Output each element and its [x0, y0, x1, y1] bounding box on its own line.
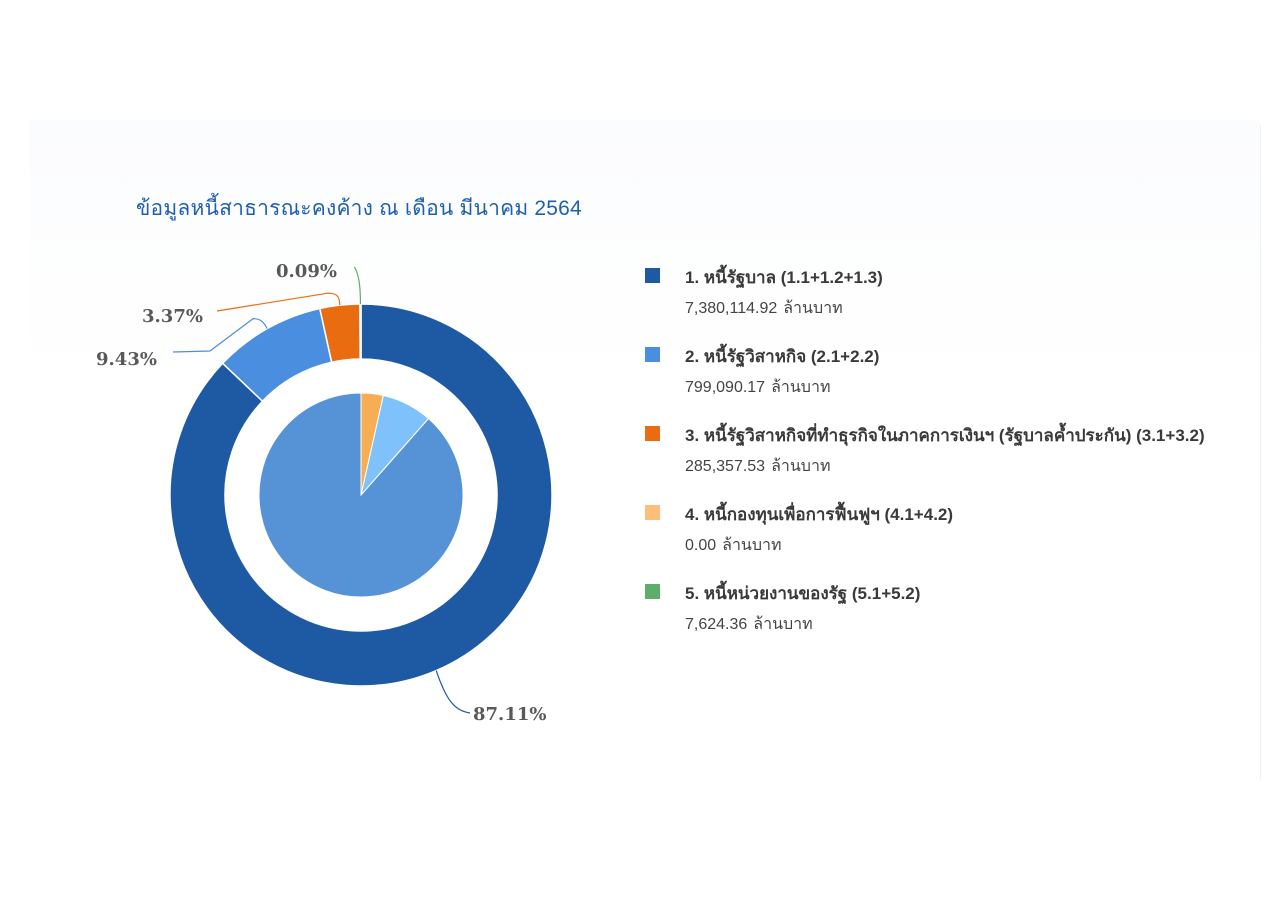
chart-card-background — [30, 120, 1260, 780]
legend-item[interactable]: 5. หนี้หน่วยงานของรัฐ (5.1+5.2) 7,624.36… — [643, 578, 1263, 657]
outer-ring-slice[interactable] — [359, 303, 362, 360]
legend-value-number: 799,090.17 — [685, 379, 766, 396]
legend-swatch — [645, 268, 660, 283]
legend-value-unit: ล้านบาท — [771, 458, 831, 475]
legend-value: 0.00 ล้านบาท — [685, 533, 782, 558]
legend-value: 285,357.53 ล้านบาท — [685, 454, 831, 479]
legend-value-unit: ล้านบาท — [722, 537, 782, 554]
legend-label: 4. หนี้กองทุนเพื่อการฟื้นฟูฯ (4.1+4.2) — [685, 505, 954, 524]
legend-item[interactable]: 1. หนี้รัฐบาล (1.1+1.2+1.3) 7,380,114.92… — [643, 262, 1263, 341]
percent-label: 3.37% — [142, 306, 203, 327]
leader-line — [353, 266, 362, 305]
outer-ring — [169, 303, 553, 687]
legend-swatch — [645, 347, 660, 362]
legend-item[interactable]: 2. หนี้รัฐวิสาหกิจ (2.1+2.2) 799,090.17 ล… — [643, 341, 1263, 420]
legend-item[interactable]: 3. หนี้รัฐวิสาหกิจที่ทำธุรกิจในภาคการเงิ… — [643, 420, 1263, 499]
legend-swatch — [645, 584, 660, 599]
leader-line — [172, 318, 268, 353]
leader-line — [435, 670, 471, 714]
legend-value-number: 7,380,114.92 — [685, 300, 778, 317]
legend-value-unit: ล้านบาท — [783, 300, 843, 317]
percent-labels: 87.11% 9.43% 3.37% 0.09% — [96, 261, 546, 725]
leader-lines — [172, 266, 471, 714]
legend-value-number: 7,624.36 — [685, 616, 748, 633]
legend-label: 5. หนี้หน่วยงานของรัฐ (5.1+5.2) — [685, 584, 921, 603]
legend-swatch — [645, 505, 660, 520]
leader-line — [216, 292, 341, 312]
legend-value-number: 0.00 — [685, 537, 717, 554]
outer-ring-slice[interactable] — [169, 303, 553, 687]
legend-value: 7,624.36 ล้านบาท — [685, 612, 813, 637]
legend-swatch — [645, 426, 660, 441]
legend-value-unit: ล้านบาท — [771, 379, 831, 396]
legend-value: 7,380,114.92 ล้านบาท — [685, 296, 843, 321]
legend-label: 1. หนี้รัฐบาล (1.1+1.2+1.3) — [685, 268, 883, 287]
legend-value: 799,090.17 ล้านบาท — [685, 375, 831, 400]
legend-value-unit: ล้านบาท — [753, 616, 813, 633]
legend: 1. หนี้รัฐบาล (1.1+1.2+1.3) 7,380,114.92… — [643, 262, 1263, 657]
legend-item[interactable]: 4. หนี้กองทุนเพื่อการฟื้นฟูฯ (4.1+4.2) 0… — [643, 499, 1263, 578]
legend-label: 2. หนี้รัฐวิสาหกิจ (2.1+2.2) — [685, 347, 880, 366]
donut-chart: 87.11% 9.43% 3.37% 0.09% — [96, 261, 553, 725]
inner-pie-slice[interactable] — [360, 392, 384, 496]
percent-label: 87.11% — [473, 704, 546, 725]
percent-label: 0.09% — [276, 261, 337, 282]
legend-label: 3. หนี้รัฐวิสาหกิจที่ทำธุรกิจในภาคการเงิ… — [685, 426, 1205, 445]
legend-value-number: 285,357.53 — [685, 458, 766, 475]
chart-title: ข้อมูลหนี้สาธารณะคงค้าง ณ เดือน มีนาคม 2… — [136, 197, 582, 220]
divider — [1260, 125, 1261, 780]
percent-label: 9.43% — [96, 349, 157, 370]
inner-pie — [258, 392, 464, 598]
